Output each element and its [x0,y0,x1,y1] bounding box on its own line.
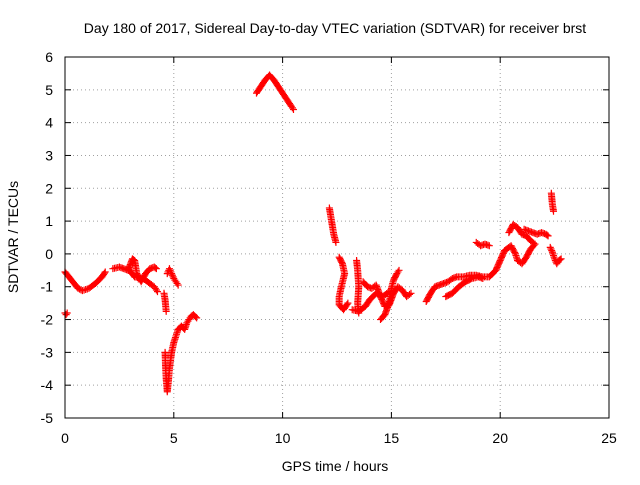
data-point [548,247,556,255]
data-point [406,290,414,298]
chart-title: Day 180 of 2017, Sidereal Day-to-day VTE… [84,20,586,36]
y-tick-label: -2 [41,312,54,328]
data-point [174,281,182,289]
tick-labels: 0 5 10 15 20 25 -5 -4 -3 -2 -1 0 1 2 3 4 5 6 [41,49,617,446]
data-point [100,269,108,277]
data-point [152,286,160,294]
y-tick-label: 5 [45,82,53,98]
x-tick-label: 0 [61,430,69,446]
y-axis-label: SDTVAR / TECUs [5,181,21,293]
x-axis-label: GPS time / hours [282,458,389,474]
data-point [556,256,564,264]
data-point [511,249,519,257]
data-point [343,300,351,308]
data-point [395,266,403,274]
data-point [344,299,352,307]
data-point [543,231,551,239]
data-point [547,245,555,253]
plot-frame [64,56,610,419]
grid-lines [65,57,609,418]
data-point [407,289,415,297]
data-point [153,288,161,296]
data-point [550,207,558,215]
y-tick-label: -4 [41,377,54,393]
data-point [485,242,493,250]
y-tick-label: 6 [45,49,53,65]
y-tick-label: -5 [41,410,54,426]
y-tick-label: -1 [41,279,54,295]
data-point [467,275,475,283]
y-tick-label: 3 [45,147,53,163]
data-point [515,258,523,266]
x-tick-label: 10 [275,430,291,446]
data-point [168,270,176,278]
data-point [289,106,297,114]
data-point [551,255,559,263]
data-point [193,314,201,322]
data-point [394,268,402,276]
data-point [165,265,173,273]
x-tick-label: 15 [384,430,400,446]
x-tick-label: 25 [601,430,617,446]
y-tick-label: 4 [45,115,53,131]
data-point [514,256,522,264]
data-point [167,268,175,276]
data-point [338,258,346,266]
y-tick-label: 0 [45,246,53,262]
data-point [151,264,159,272]
y-tick-label: 1 [45,213,53,229]
data-point [288,104,296,112]
y-tick-label: 2 [45,180,53,196]
data-point [62,311,70,319]
data-point [173,279,181,287]
data-point [152,265,160,273]
y-tick-label: -3 [41,344,54,360]
data-point [101,268,109,276]
x-tick-label: 20 [492,430,508,446]
x-tick-label: 5 [170,430,178,446]
data-point [557,255,565,263]
data-points [61,71,565,396]
data-point [168,271,176,279]
data-point [332,238,340,246]
data-point [546,243,554,251]
data-point [479,275,487,283]
data-point [166,266,174,274]
data-point [544,232,552,240]
data-point [162,307,170,315]
data-point [192,313,200,321]
